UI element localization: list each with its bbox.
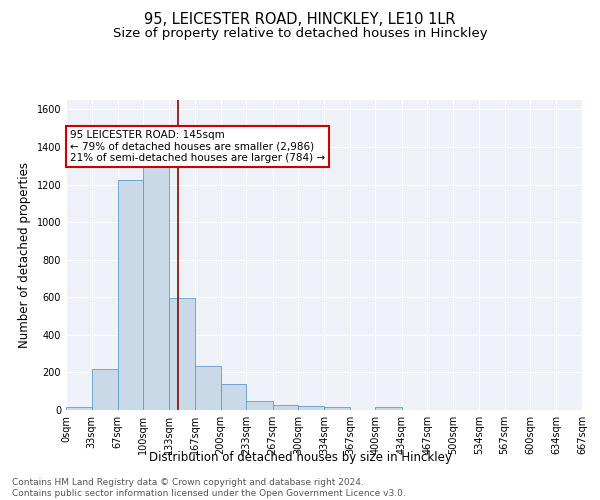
Bar — [92, 368, 118, 410]
Bar — [221, 384, 246, 410]
Bar — [195, 366, 221, 410]
Bar — [169, 298, 195, 410]
Y-axis label: Number of detached properties: Number of detached properties — [18, 162, 31, 348]
Bar — [66, 407, 92, 410]
Bar — [272, 404, 298, 410]
Bar — [325, 408, 350, 410]
Text: Size of property relative to detached houses in Hinckley: Size of property relative to detached ho… — [113, 28, 487, 40]
Bar — [298, 406, 325, 410]
Bar — [246, 401, 272, 410]
Text: 95, LEICESTER ROAD, HINCKLEY, LE10 1LR: 95, LEICESTER ROAD, HINCKLEY, LE10 1LR — [144, 12, 456, 28]
Text: Distribution of detached houses by size in Hinckley: Distribution of detached houses by size … — [149, 451, 451, 464]
Bar — [143, 166, 169, 410]
Text: Contains HM Land Registry data © Crown copyright and database right 2024.
Contai: Contains HM Land Registry data © Crown c… — [12, 478, 406, 498]
Bar — [376, 407, 402, 410]
Text: 95 LEICESTER ROAD: 145sqm
← 79% of detached houses are smaller (2,986)
21% of se: 95 LEICESTER ROAD: 145sqm ← 79% of detac… — [70, 130, 325, 164]
Bar — [118, 180, 143, 410]
